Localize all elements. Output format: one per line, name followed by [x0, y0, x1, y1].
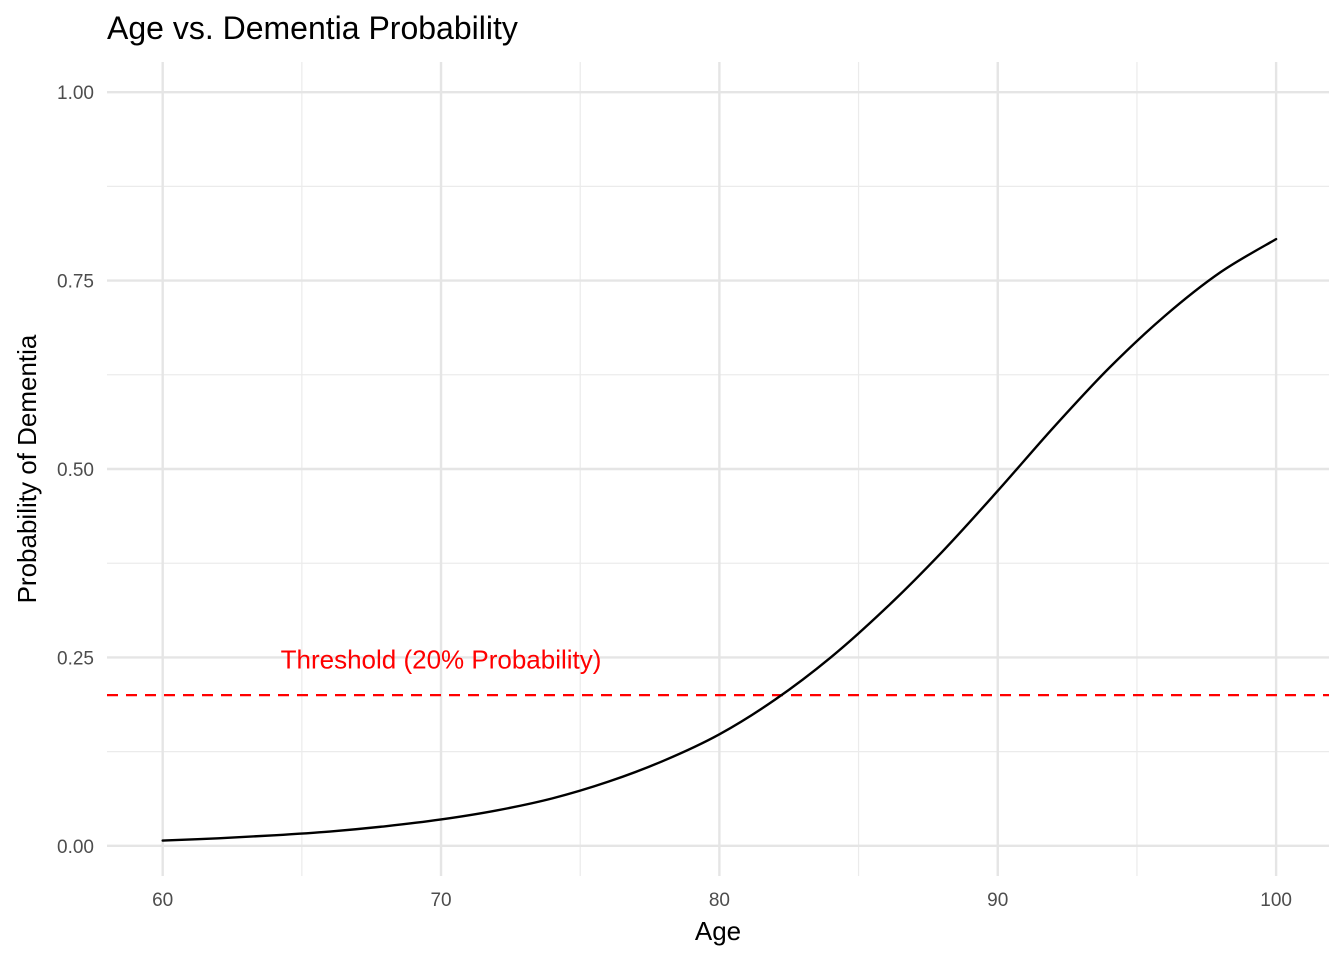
- y-tick-label: 0.75: [57, 272, 94, 293]
- x-tick-label: 80: [709, 890, 730, 911]
- x-tick-labels: 60 70 80 90 100: [152, 890, 1292, 911]
- x-tick-label: 60: [152, 890, 173, 911]
- x-tick-label: 70: [430, 890, 451, 911]
- y-tick-label: 0.00: [57, 837, 94, 858]
- y-tick-label: 0.25: [57, 648, 94, 669]
- y-axis-title: Probability of Dementia: [12, 334, 42, 603]
- chart-title: Age vs. Dementia Probability: [107, 10, 518, 46]
- series-layer: [161, 237, 1278, 842]
- threshold-layer: Threshold (20% Probability): [107, 645, 1329, 697]
- major-gridlines: [107, 62, 1329, 876]
- y-tick-label: 0.50: [57, 460, 94, 481]
- minor-gridlines: [107, 62, 1329, 876]
- y-tick-labels: 0.00 0.25 0.50 0.75 1.00: [57, 83, 94, 858]
- probability-curve: [161, 237, 1278, 842]
- threshold-label: Threshold (20% Probability): [281, 645, 602, 675]
- x-tick-label: 90: [987, 890, 1008, 911]
- y-tick-label: 1.00: [57, 83, 94, 104]
- x-axis-title: Age: [695, 916, 741, 946]
- x-tick-label: 100: [1260, 890, 1292, 911]
